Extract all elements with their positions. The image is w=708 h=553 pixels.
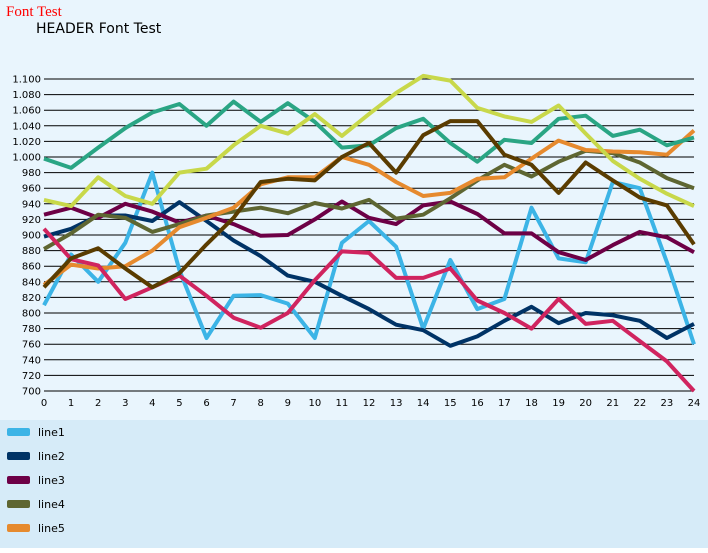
y-tick-label: 1.020: [12, 137, 41, 148]
x-tick-label: 22: [633, 398, 646, 409]
legend-label-line4: line4: [38, 498, 65, 511]
y-tick-label: 800: [22, 309, 41, 320]
y-tick-label: 1.100: [12, 75, 41, 86]
legend-swatch-line4: [7, 500, 30, 508]
x-tick-label: 15: [444, 398, 457, 409]
y-tick-label: 740: [22, 355, 41, 366]
x-axis-ticks: 0 1 2 3 4 5 6 7 8 9 10 11 12 13 14 15 16 17 18 19 20 21 22 23 24: [41, 398, 701, 409]
y-tick-label: 1.040: [12, 121, 41, 132]
y-tick-label: 820: [22, 293, 41, 304]
series-line-line2: [43, 200, 695, 348]
y-tick-label: 780: [22, 324, 41, 335]
legend-label-line1: line1: [38, 426, 65, 439]
x-tick-label: 24: [688, 398, 701, 409]
legend-label-line3: line3: [38, 474, 65, 487]
legend-swatch-line2: [7, 452, 30, 460]
x-tick-label: 18: [525, 398, 538, 409]
y-tick-label: 720: [22, 371, 41, 382]
x-tick-label: 19: [552, 398, 565, 409]
x-tick-label: 0: [41, 398, 47, 409]
legend-swatch-line5: [7, 524, 30, 532]
series-line-line5: [42, 129, 696, 287]
x-tick-label: 14: [417, 398, 430, 409]
x-tick-label: 23: [661, 398, 674, 409]
x-tick-label: 17: [498, 398, 511, 409]
y-tick-label: 840: [22, 277, 41, 288]
y-tick-label: 980: [22, 168, 41, 179]
y-tick-label: 900: [22, 231, 41, 242]
x-tick-label: 10: [308, 398, 321, 409]
x-tick-label: 12: [363, 398, 376, 409]
y-tick-label: 960: [22, 184, 41, 195]
legend-background: [0, 420, 708, 548]
y-tick-label: 700: [22, 387, 41, 398]
x-tick-label: 21: [606, 398, 619, 409]
x-tick-label: 13: [390, 398, 403, 409]
x-tick-label: 2: [95, 398, 101, 409]
x-tick-label: 3: [122, 398, 128, 409]
x-tick-label: 5: [176, 398, 182, 409]
x-tick-label: 1: [68, 398, 74, 409]
x-tick-label: 16: [471, 398, 484, 409]
top-title: Font Test: [6, 4, 63, 20]
y-tick-label: 1.080: [12, 90, 41, 101]
y-axis-ticks: 1.100 1.080 1.060 1.040 1.020 1.000 980 960 940 9…: [12, 75, 41, 398]
legend-swatch-line3: [7, 476, 30, 484]
series-line-unlabeled-8: [43, 73, 695, 209]
legend[interactable]: line1 line2 line3 line4 line5: [7, 426, 65, 535]
legend-swatch-line1: [7, 428, 30, 436]
series-line-unlabeled-7: [42, 119, 696, 290]
x-tick-label: 9: [285, 398, 291, 409]
legend-label-line5: line5: [38, 522, 65, 535]
y-tick-label: 860: [22, 262, 41, 273]
y-tick-label: 1.060: [12, 106, 41, 117]
x-tick-label: 4: [149, 398, 155, 409]
x-tick-label: 20: [579, 398, 592, 409]
y-tick-label: 1.000: [12, 153, 41, 164]
y-tick-label: 880: [22, 246, 41, 257]
x-tick-label: 8: [257, 398, 263, 409]
x-tick-label: 11: [336, 398, 349, 409]
y-tick-label: 920: [22, 215, 41, 226]
y-tick-label: 760: [22, 340, 41, 351]
y-tick-label: 940: [22, 199, 41, 210]
x-tick-label: 6: [203, 398, 209, 409]
series-line-line3: [43, 199, 695, 262]
legend-label-line2: line2: [38, 450, 65, 463]
series-lines: [42, 73, 696, 393]
chart-header-title: HEADER Font Test: [36, 21, 162, 37]
x-tick-label: 7: [230, 398, 236, 409]
series-line-line1: [42, 170, 696, 345]
